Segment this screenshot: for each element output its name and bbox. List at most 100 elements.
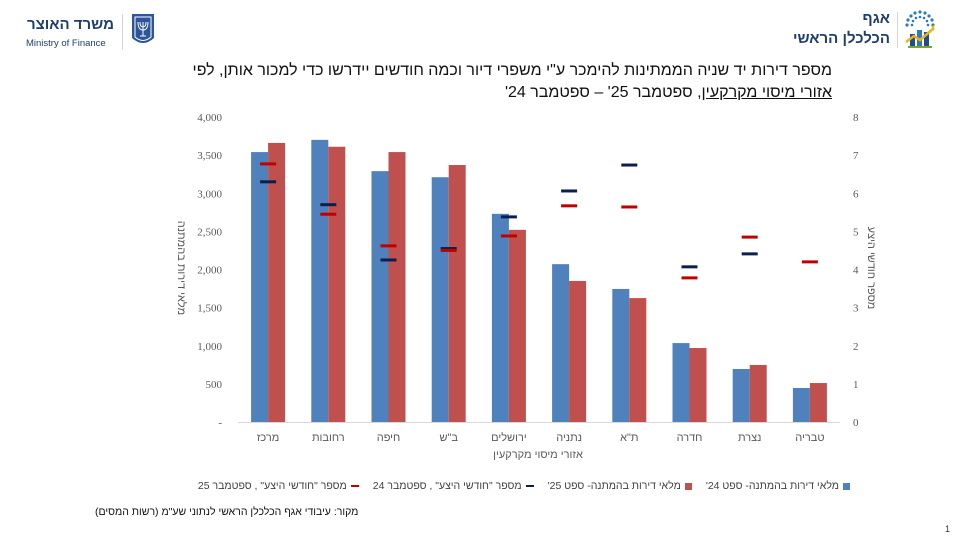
right-axis-tick-label: 7 <box>853 150 859 162</box>
markers <box>260 162 818 280</box>
title-underlined-part: אזורי מיסוי מקרקעין <box>701 84 832 101</box>
dept-name-line2: הכלכלן הראשי <box>793 30 890 47</box>
marker-months-sep25 <box>260 162 277 166</box>
marker-months-sep25 <box>320 212 337 216</box>
marker-months-sep24 <box>561 189 578 193</box>
bar-sep24 <box>491 213 509 422</box>
bar-sep24 <box>311 139 329 422</box>
bar-sep25 <box>508 229 526 422</box>
marker-months-sep25 <box>380 244 397 248</box>
category-label: מרכז <box>257 432 279 444</box>
bar-sep24 <box>552 264 570 422</box>
title-rest: , ספטמבר 25' – ספטמבר 24' <box>504 84 702 101</box>
marker-months-sep25 <box>741 235 758 239</box>
left-axis-tick-label: 3,000 <box>197 188 222 200</box>
marker-months-sep24 <box>260 180 277 184</box>
bar-sep24 <box>612 288 630 422</box>
marker-months-sep24 <box>440 247 457 251</box>
legend-swatch-dash <box>350 484 359 488</box>
left-axis-tick-label: 4,000 <box>197 112 222 124</box>
marker-months-sep25 <box>681 276 698 280</box>
category-label: חדרה <box>677 432 703 444</box>
left-axis-tick-label: 1,500 <box>197 303 222 315</box>
legend-item: מלאי דירות בהמתנה- ספט 24' <box>706 480 850 492</box>
ministry-name-hebrew: משרד האוצר <box>26 16 114 33</box>
right-axis-tick-label: 6 <box>853 188 859 200</box>
right-axis-title: מספר חודשי היצע <box>865 227 877 310</box>
left-axis-title: מלאי דירות בהמתנה <box>175 221 188 315</box>
marker-months-sep24 <box>741 252 758 256</box>
bar-sep25 <box>388 152 406 422</box>
legend-swatch-dash <box>525 484 534 488</box>
left-axis-tick-label: - <box>218 417 222 429</box>
bar-sep25 <box>569 280 587 422</box>
bar-sep24 <box>792 387 810 422</box>
state-emblem-icon <box>132 14 154 43</box>
bars <box>251 139 827 423</box>
legend-label: מלאי דירות בהמתנה- ספט 24' <box>705 480 839 492</box>
bar-sep25 <box>689 348 707 422</box>
logo-divider <box>897 12 898 48</box>
marker-months-sep25 <box>801 260 818 264</box>
marker-months-sep25 <box>621 205 638 209</box>
logo-divider <box>122 14 123 50</box>
legend-label: מלאי דירות בהמתנה- ספט 25' <box>547 480 681 492</box>
category-label: נתניה <box>556 432 582 444</box>
right-axis-tick-label: 0 <box>853 417 859 429</box>
marker-months-sep24 <box>681 265 698 269</box>
left-axis-tick-label: 1,000 <box>197 341 222 353</box>
chart-title: מספר דירות יד שניה הממתינות להימכר ע"י מ… <box>132 60 832 104</box>
left-axis-tick-label: 500 <box>206 379 223 391</box>
bar-sep25 <box>328 146 346 423</box>
right-axis-tick-label: 2 <box>853 341 859 353</box>
x-axis-title: אזורי מיסוי מקרקעין <box>493 449 583 461</box>
legend-item: מלאי דירות בהמתנה- ספט 25' <box>548 480 692 492</box>
bar-sep24 <box>431 177 449 422</box>
bar-sep24 <box>371 171 389 422</box>
legend-item: מספר "חודשי היצע" , ספטמבר 24 <box>373 480 534 492</box>
category-label: ירושלים <box>491 431 527 444</box>
marker-months-sep24 <box>500 215 517 219</box>
bar-sep25 <box>268 142 286 423</box>
title-line-2: אזורי מיסוי מקרקעין, ספטמבר 25' – ספטמבר… <box>132 82 832 104</box>
left-axis-ticks: - 500 1,000 1,500 2,000 2,500 3,000 3,500 4,000 <box>197 112 222 429</box>
bar-sep24 <box>672 343 690 422</box>
ministry-name-english: Ministry of Finance <box>26 38 106 49</box>
marker-months-sep25 <box>440 248 457 252</box>
marker-months-sep24 <box>380 258 397 262</box>
legend-label: מספר "חודשי היצע" , ספטמבר 25 <box>197 480 347 492</box>
right-axis-tick-label: 1 <box>853 379 859 391</box>
right-axis-tick-label: 3 <box>853 303 859 315</box>
category-label: חיפה <box>377 432 401 444</box>
category-labels: מרכז רחובות חיפה ב"ש ירושלים נתניה ת"א חדרה נצרת… <box>257 431 825 444</box>
right-axis-tick-label: 4 <box>853 265 859 277</box>
category-label: רחובות <box>312 432 345 444</box>
marker-months-sep24 <box>320 203 337 207</box>
marker-months-sep25 <box>500 234 517 238</box>
bar-sep25 <box>629 298 647 422</box>
category-label: ת"א <box>620 432 638 444</box>
right-axis-tick-label: 5 <box>853 226 859 238</box>
category-label: טבריה <box>795 432 824 444</box>
right-axis-ticks: 0 1 2 3 4 5 6 7 8 <box>853 112 859 429</box>
bar-sep25 <box>448 165 466 422</box>
left-axis-tick-label: 2,000 <box>197 265 222 277</box>
left-axis-tick-label: 2,500 <box>197 226 222 238</box>
dept-name-line1: אגף <box>862 10 890 27</box>
legend-label: מספר "חודשי היצע" , ספטמבר 24 <box>372 480 522 492</box>
category-label: נצרת <box>738 432 761 444</box>
marker-months-sep24 <box>621 163 638 167</box>
category-label: ב"ש <box>439 432 458 444</box>
left-axis-tick-label: 3,500 <box>197 150 222 162</box>
legend-swatch-bar <box>843 482 850 490</box>
legend-swatch-bar <box>684 482 692 490</box>
bar-sep25 <box>749 364 767 422</box>
right-axis-tick-label: 8 <box>853 112 859 124</box>
legend-item: מספר "חודשי היצע" , ספטמבר 25 <box>198 480 359 492</box>
chief-economist-icon <box>905 10 935 48</box>
title-line-1: מספר דירות יד שניה הממתינות להימכר ע"י מ… <box>192 62 832 79</box>
bar-sep24 <box>251 152 269 422</box>
page-number: 1 <box>945 524 951 534</box>
source-note: מקור: עיבודי אגף הכלכלן הראשי לנתוני שע"… <box>95 506 359 518</box>
